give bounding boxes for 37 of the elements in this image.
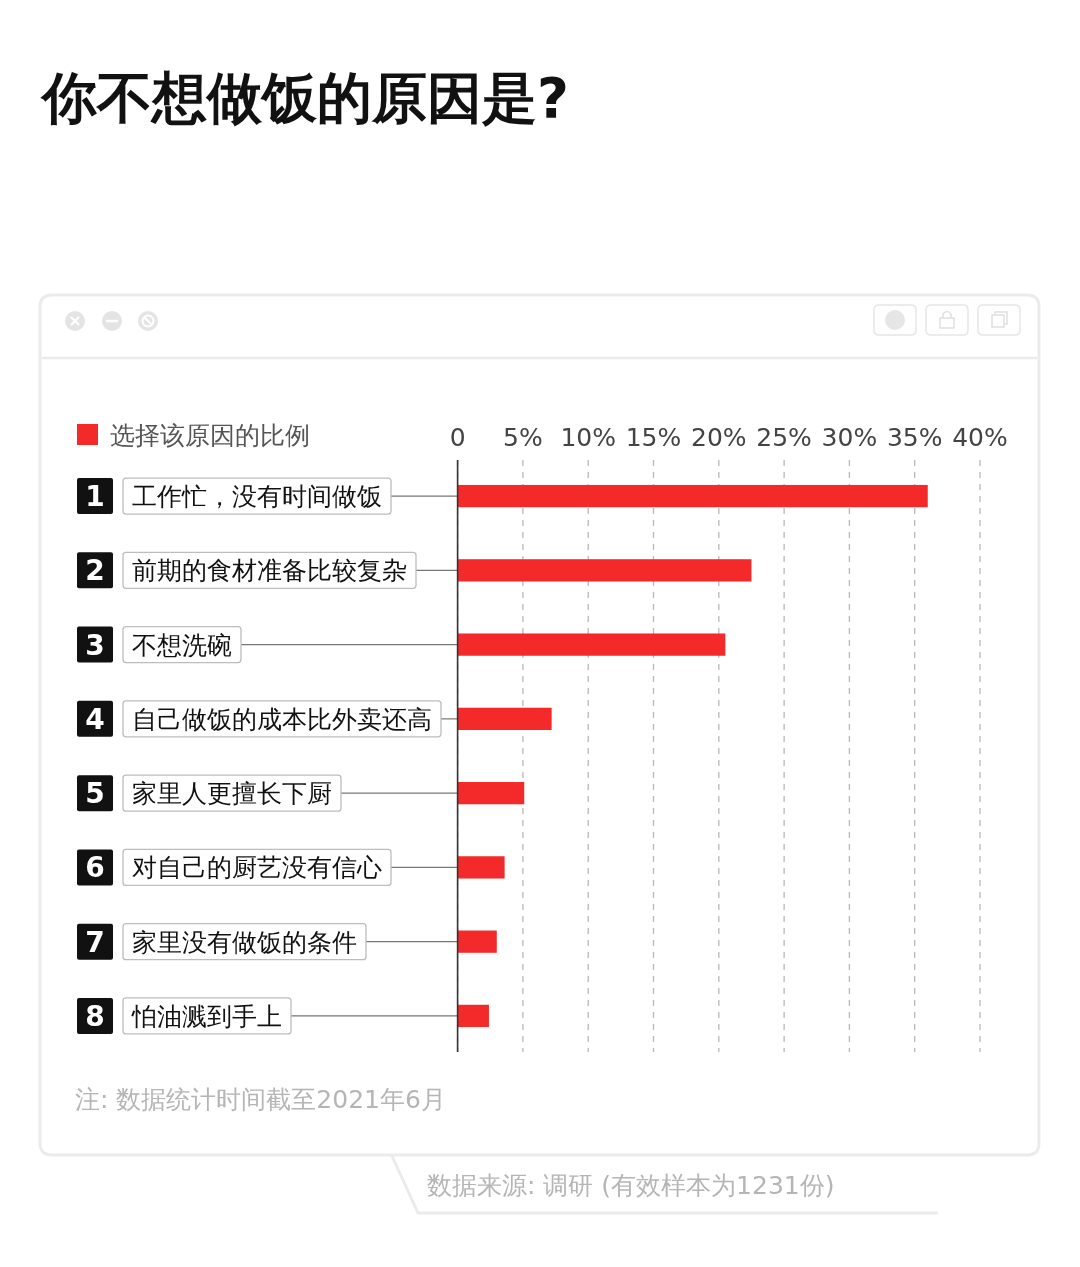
bar	[457, 1004, 489, 1028]
y-tick-label: 不想洗碗	[132, 630, 232, 660]
x-tick-label: 25%	[756, 423, 812, 452]
y-tick-label: 工作忙，没有时间做饭	[132, 482, 382, 512]
text: 8	[85, 999, 105, 1033]
legend-label: 选择该原因的比例	[110, 421, 310, 450]
text: 7	[85, 925, 105, 959]
bar	[457, 707, 552, 731]
y-tick-label: 自己做饭的成本比外卖还高	[132, 704, 432, 734]
x-tick-label: 35%	[886, 423, 943, 452]
chart-title: 你不想做饭的原因是?	[40, 66, 569, 130]
bar	[457, 484, 928, 508]
bar	[457, 781, 525, 805]
source-note: 数据来源: 调研 (有效样本为1231份)	[427, 1171, 835, 1200]
text: 4	[85, 702, 105, 736]
bar	[457, 856, 505, 879]
text: 6	[85, 851, 105, 885]
y-tick-label: 家里没有做饭的条件	[132, 927, 357, 957]
x-tick-label: 30%	[821, 423, 878, 452]
bar	[457, 559, 752, 582]
text: 3	[85, 628, 105, 662]
text: 1	[85, 480, 105, 514]
text: 注: 数据统计时间截至2021年6月	[75, 1085, 446, 1114]
x-tick-label: 40%	[952, 423, 1008, 452]
y-tick-label: 对自己的厨艺没有信心	[132, 853, 382, 883]
x-tick-label: 5%	[503, 423, 543, 452]
y-tick-label: 怕油溅到手上	[131, 1001, 282, 1031]
y-tick-label: 家里人更擅长下厨	[132, 779, 332, 809]
bar	[457, 930, 497, 953]
x-tick-label: 15%	[625, 423, 682, 452]
x-tick-label: 20%	[691, 423, 747, 452]
y-tick-label: 前期的食材准备比较复杂	[132, 556, 407, 586]
x-tick-label: 10%	[560, 423, 616, 452]
bar	[457, 633, 726, 656]
x-tick-label: 0	[449, 423, 466, 452]
text: 2	[85, 554, 105, 588]
text: 5	[85, 777, 105, 811]
